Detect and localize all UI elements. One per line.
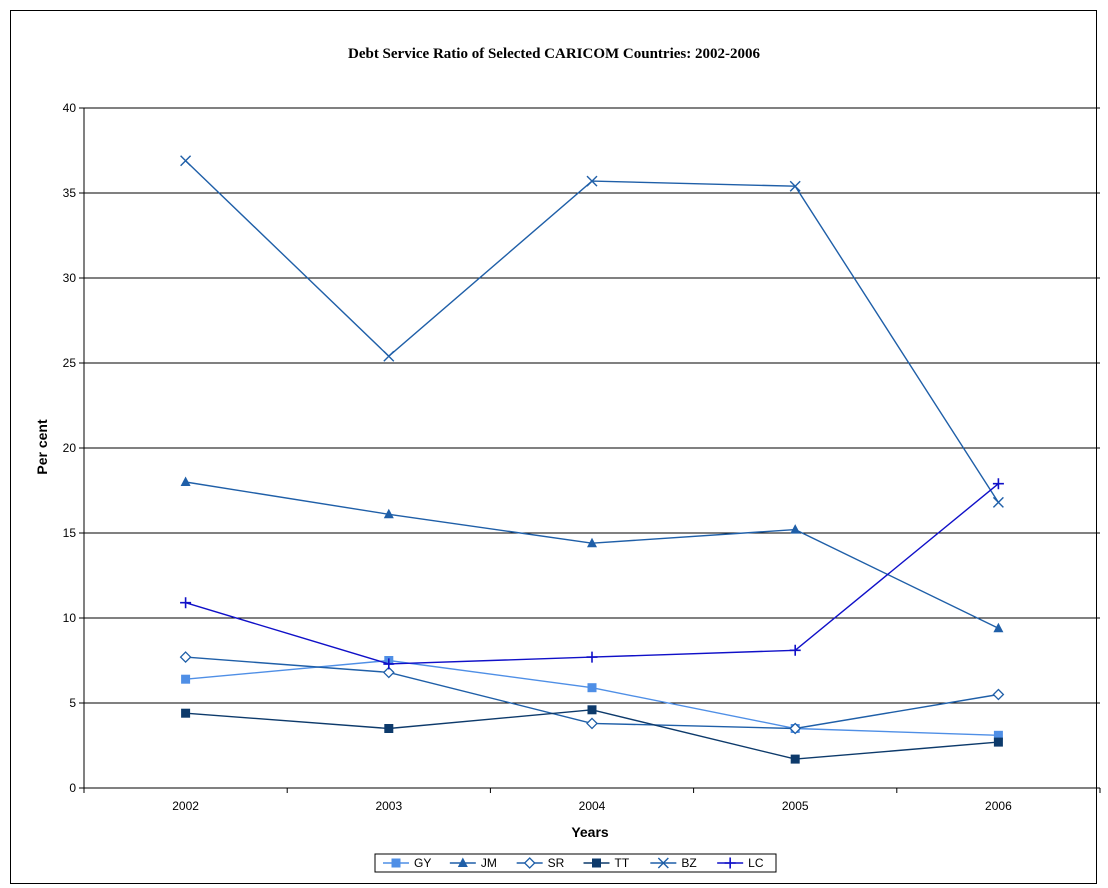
legend-box <box>374 853 777 873</box>
data-point-gy <box>181 674 191 684</box>
legend-marker-gy <box>391 858 401 868</box>
series-jm <box>180 476 1004 633</box>
y-tick-label: 30 <box>63 271 77 285</box>
legend-entry-gy: GY <box>383 856 431 870</box>
data-point-bz <box>180 155 192 167</box>
legend-marker-sr <box>523 857 536 869</box>
legend-label-gy: GY <box>414 856 431 870</box>
series-group <box>179 155 1005 764</box>
series-tt <box>181 705 1003 764</box>
series-line-jm <box>185 481 999 629</box>
data-point-bz <box>992 496 1004 508</box>
y-tick-label: 40 <box>63 101 77 115</box>
legend-marker-bz <box>657 857 669 869</box>
legend-label-bz: BZ <box>681 856 696 870</box>
x-tick-label: 2002 <box>172 799 199 813</box>
legend-label-lc: LC <box>748 856 764 870</box>
data-point-jm <box>180 476 191 486</box>
data-point-tt <box>993 737 1003 747</box>
y-tick-label: 15 <box>63 526 77 540</box>
y-tick-label: 0 <box>69 781 76 795</box>
data-point-sr <box>382 666 395 679</box>
series-line-bz <box>185 160 999 503</box>
x-tick-label: 2003 <box>375 799 402 813</box>
data-point-tt <box>181 708 191 718</box>
data-point-lc <box>180 597 192 609</box>
y-tick-label: 35 <box>63 186 77 200</box>
legend-marker-lc <box>724 857 736 869</box>
legend-entry-sr: SR <box>516 856 565 870</box>
data-point-tt <box>384 724 394 733</box>
legend: GY JM SR TT BZ LC <box>374 853 777 873</box>
series-line-lc <box>185 483 999 665</box>
data-point-gy <box>993 730 1003 740</box>
legend-marker-tt <box>592 858 601 868</box>
gridlines <box>84 107 1100 704</box>
series-lc <box>180 478 1004 670</box>
data-point-lc <box>789 644 801 656</box>
y-tick-label: 10 <box>63 611 77 625</box>
x-tick-labels: 2002 2003 2004 2005 2006 <box>172 799 1012 813</box>
data-point-sr <box>789 722 802 735</box>
data-point-lc <box>586 651 598 663</box>
data-point-jm <box>587 537 597 548</box>
x-axis-label: Years <box>571 824 609 840</box>
data-point-bz <box>789 180 801 192</box>
legend-entry-bz: BZ <box>650 856 697 870</box>
y-axis-label: Per cent <box>34 419 50 475</box>
data-point-jm <box>790 524 801 534</box>
data-point-lc <box>383 658 395 670</box>
data-point-sr <box>586 717 598 730</box>
y-tick-label: 20 <box>63 441 77 455</box>
data-point-jm <box>993 622 1004 633</box>
data-point-bz <box>383 350 395 362</box>
data-point-jm <box>383 508 394 519</box>
legend-label-tt: TT <box>615 856 630 870</box>
legend-marker-jm <box>457 857 468 867</box>
x-tick-label: 2004 <box>579 799 606 813</box>
legend-label-jm: JM <box>481 856 497 870</box>
legend-entry-tt: TT <box>583 856 630 870</box>
data-point-tt <box>587 705 597 715</box>
axes <box>79 107 1101 793</box>
chart-title: Debt Service Ratio of Selected CARICOM C… <box>347 46 760 62</box>
legend-entry-jm: JM <box>449 856 497 870</box>
data-point-gy <box>587 683 597 693</box>
series-line-tt <box>185 709 999 760</box>
data-point-lc <box>992 478 1004 490</box>
series-sr <box>179 651 1005 735</box>
data-point-sr <box>179 651 192 664</box>
y-tick-label: 5 <box>69 696 76 710</box>
data-point-tt <box>790 754 800 764</box>
legend-entry-lc: LC <box>717 856 764 870</box>
legend-label-sr: SR <box>548 856 565 870</box>
y-tick-label: 25 <box>63 356 77 370</box>
y-tick-labels: 0 5 10 15 20 25 30 35 40 <box>63 101 77 795</box>
data-point-sr <box>992 688 1005 701</box>
x-tick-label: 2005 <box>782 799 809 813</box>
x-tick-label: 2006 <box>985 799 1012 813</box>
chart-frame <box>10 10 1097 884</box>
data-point-bz <box>586 175 598 187</box>
series-bz <box>180 155 1004 508</box>
